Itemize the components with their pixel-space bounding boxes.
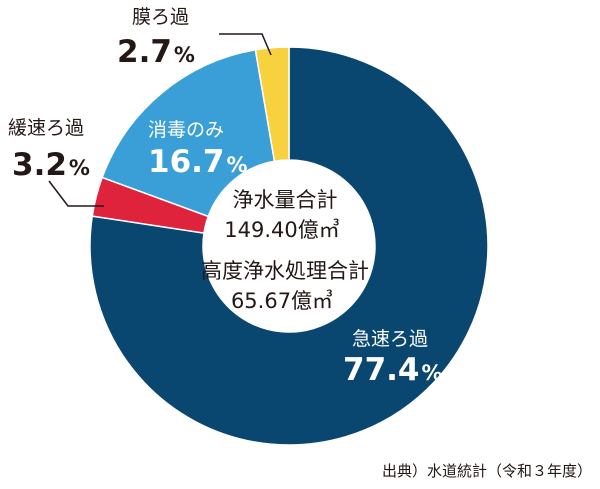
slice-label-membrane: 膜ろ過 <box>132 6 189 28</box>
center-value-total: 149.40億㎥ <box>224 218 339 242</box>
slice-disinfection-only <box>101 48 276 218</box>
slice-value-membrane: 2.7% <box>117 34 195 70</box>
slice-label-rapid-filtration: 急速ろ過 <box>352 328 428 350</box>
slice-value-rapid-filtration: 77.4% <box>343 352 443 388</box>
leader-line-membrane <box>219 33 272 56</box>
leader-lines <box>48 33 272 207</box>
center-value-advanced: 65.67億㎥ <box>231 289 333 313</box>
leader-line-slow-filtration <box>48 180 104 207</box>
donut-slices <box>89 46 489 446</box>
slice-label-slow-filtration: 緩速ろ過 <box>8 117 84 139</box>
source-note: 出典）水道統計（令和３年度） <box>382 462 592 480</box>
slice-membrane <box>254 46 290 163</box>
slice-value-slow-filtration: 3.2% <box>12 147 90 183</box>
slice-rapid-filtration <box>89 46 489 446</box>
slice-value-disinfection-only: 16.7% <box>148 144 248 180</box>
center-title-advanced: 高度浄水処理合計 <box>201 259 369 283</box>
slice-label-disinfection-only: 消毒のみ <box>148 119 224 141</box>
center-title-total: 浄水量合計 <box>233 188 338 212</box>
